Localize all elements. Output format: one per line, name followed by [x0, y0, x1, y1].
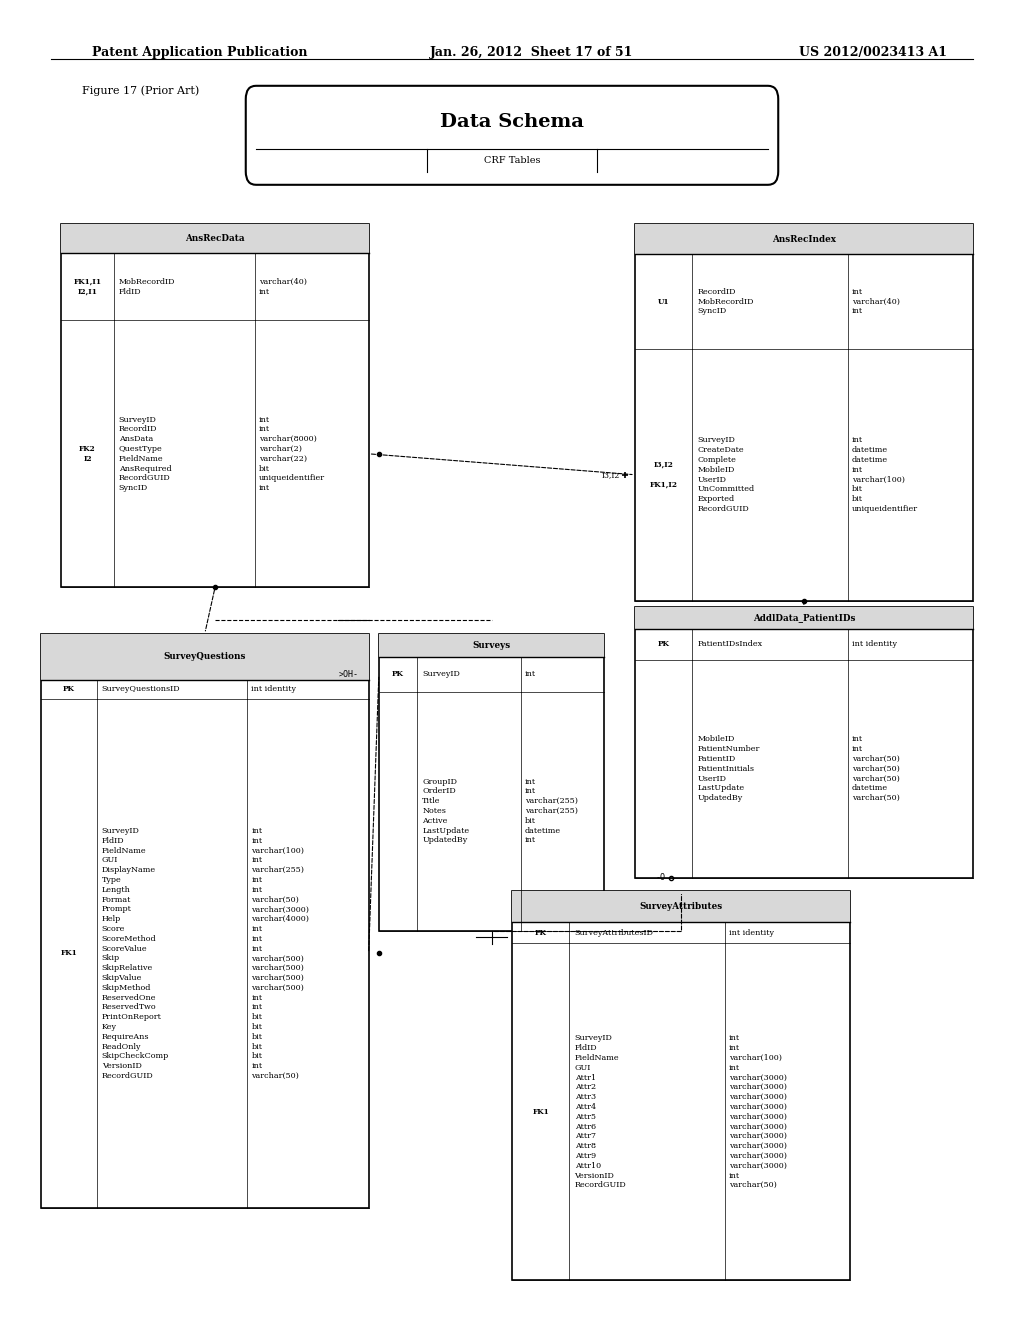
Text: SurveyQuestionsID: SurveyQuestionsID [101, 685, 180, 693]
Text: int
int
varchar(50)
varchar(50)
varchar(50)
datetime
varchar(50): int int varchar(50) varchar(50) varchar(… [852, 735, 900, 803]
Text: SurveyID: SurveyID [422, 671, 460, 678]
Text: PK: PK [657, 640, 670, 648]
Text: Data Schema: Data Schema [440, 114, 584, 131]
Text: PatientIDsIndex: PatientIDsIndex [697, 640, 763, 648]
Text: SurveyID
CreateDate
Complete
MobileID
UserID
UnCommitted
Exported
RecordGUID: SurveyID CreateDate Complete MobileID Us… [697, 437, 755, 513]
Text: SurveyQuestions: SurveyQuestions [164, 652, 246, 661]
Text: MobileID
PatientNumber
PatientID
PatientInitials
UserID
LastUpdate
UpdatedBy: MobileID PatientNumber PatientID Patient… [697, 735, 760, 803]
Text: int
int
varchar(100)
int
varchar(3000)
varchar(3000)
varchar(3000)
varchar(3000): int int varchar(100) int varchar(3000) v… [729, 1035, 787, 1189]
Text: int identity: int identity [852, 640, 897, 648]
Bar [41, 634, 369, 680]
Text: PK: PK [535, 929, 547, 937]
Text: int
datetime
datetime
int
varchar(100)
bit
bit
uniqueidentifier: int datetime datetime int varchar(100) b… [852, 437, 918, 513]
Bar [41, 634, 369, 1208]
Text: RecordID
MobRecordID
SyncID: RecordID MobRecordID SyncID [697, 288, 754, 315]
Text: SurveyAttributes: SurveyAttributes [639, 902, 723, 911]
Bar [635, 607, 973, 878]
Text: I3,I2

FK1,I2: I3,I2 FK1,I2 [649, 461, 678, 488]
Bar [512, 891, 850, 923]
Bar [61, 224, 369, 253]
Text: FK2
I2: FK2 I2 [79, 445, 96, 463]
Text: I3,I2: I3,I2 [601, 471, 620, 479]
Text: Surveys: Surveys [472, 642, 511, 649]
Bar [379, 634, 604, 657]
Text: AnsRecIndex: AnsRecIndex [772, 235, 836, 244]
Text: varchar(40)
int: varchar(40) int [259, 279, 307, 296]
Bar [512, 891, 850, 1280]
Text: PK: PK [392, 671, 403, 678]
Bar [635, 607, 973, 628]
Text: PK: PK [62, 685, 75, 693]
Text: FK1: FK1 [60, 949, 77, 957]
Text: int
int
varchar(255)
varchar(255)
bit
datetime
int: int int varchar(255) varchar(255) bit da… [525, 777, 578, 845]
Bar [635, 224, 973, 601]
Bar [379, 634, 604, 931]
Text: int
varchar(40)
int: int varchar(40) int [852, 288, 900, 315]
Bar [635, 224, 973, 255]
Text: U1: U1 [657, 298, 670, 306]
Text: SurveyAttributesID: SurveyAttributesID [574, 929, 653, 937]
Text: int identity: int identity [729, 929, 774, 937]
Text: int: int [525, 671, 536, 678]
Text: int
int
varchar(100)
int
varchar(255)
int
int
varchar(50)
varchar(3000)
varchar(: int int varchar(100) int varchar(255) in… [252, 826, 309, 1080]
Bar [61, 224, 369, 587]
Text: CRF Tables: CRF Tables [483, 156, 541, 165]
Text: AnsRecData: AnsRecData [185, 235, 245, 243]
Text: MobRecordID
FldID: MobRecordID FldID [119, 279, 175, 296]
Text: FK1: FK1 [532, 1107, 549, 1115]
Text: FK1,I1
I2,I1: FK1,I1 I2,I1 [74, 279, 101, 296]
Text: int identity: int identity [252, 685, 297, 693]
Text: -O: -O [655, 874, 666, 882]
Text: >OH-: >OH- [338, 671, 358, 678]
Text: int
int
varchar(8000)
varchar(2)
varchar(22)
bit
uniqueidentifier
int: int int varchar(8000) varchar(2) varchar… [259, 416, 326, 492]
Text: AddlData_PatientIDs: AddlData_PatientIDs [753, 614, 855, 623]
Text: SurveyID
FldID
FieldName
GUI
Attr1
Attr2
Attr3
Attr4
Attr5
Attr6
Attr7
Attr8
Att: SurveyID FldID FieldName GUI Attr1 Attr2… [574, 1035, 627, 1189]
Text: Figure 17 (Prior Art): Figure 17 (Prior Art) [82, 86, 200, 96]
Text: Jan. 26, 2012  Sheet 17 of 51: Jan. 26, 2012 Sheet 17 of 51 [430, 46, 634, 59]
Text: GroupID
OrderID
Title
Notes
Active
LastUpdate
UpdatedBy: GroupID OrderID Title Notes Active LastU… [422, 777, 469, 845]
FancyBboxPatch shape [246, 86, 778, 185]
Text: SurveyID
FldID
FieldName
GUI
DisplayName
Type
Length
Format
Prompt
Help
Score
Sc: SurveyID FldID FieldName GUI DisplayName… [101, 826, 169, 1080]
Text: Patent Application Publication: Patent Application Publication [92, 46, 307, 59]
Text: SurveyID
RecordID
AnsData
QuestType
FieldName
AnsRequired
RecordGUID
SyncID: SurveyID RecordID AnsData QuestType Fiel… [119, 416, 171, 492]
Text: US 2012/0023413 A1: US 2012/0023413 A1 [799, 46, 947, 59]
